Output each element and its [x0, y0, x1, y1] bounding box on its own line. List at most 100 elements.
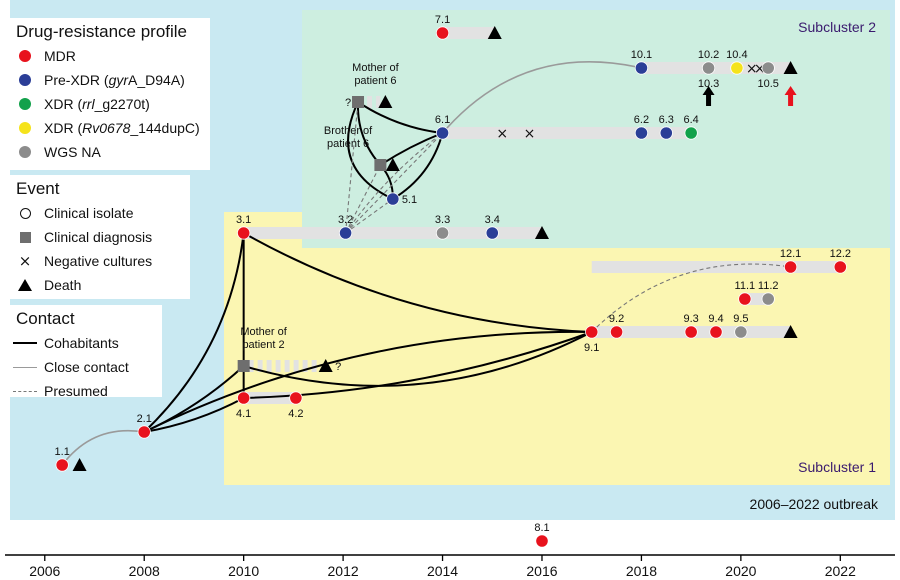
- legend-close-contact: Close contact: [10, 355, 162, 379]
- axis-tick-label: 2018: [626, 563, 657, 579]
- legend-event: Event Clinical isolate Clinical diagnosi…: [10, 175, 190, 299]
- negative-culture-marker: ×: [524, 126, 536, 142]
- death-marker: [783, 325, 798, 338]
- isolate-point: [783, 260, 798, 274]
- isolate-label: 3.2: [338, 214, 353, 226]
- legend-presumed-label: Presumed: [44, 383, 108, 399]
- legend-profile-title: Drug-resistance profile: [16, 22, 188, 41]
- isolate-point: [585, 325, 599, 339]
- death-marker: [783, 61, 798, 74]
- diagnosis-marker: [237, 360, 250, 372]
- legend-mdr-label: MDR: [44, 48, 76, 64]
- subcluster1-label: Subcluster 1: [798, 459, 876, 475]
- axis-tick-label: 2008: [129, 563, 160, 579]
- isolate-label: 12.2: [830, 248, 851, 260]
- legend-contact: Contact Cohabitants Close contact Presum…: [10, 305, 162, 399]
- isolate-label: 4.2: [288, 408, 303, 420]
- isolate-label: 3.1: [236, 214, 251, 226]
- isolate-point: [659, 126, 673, 140]
- timeline-bars: [243, 27, 841, 404]
- legend-xdr-rv-label: XDR (Rv0678_144dupC): [44, 120, 200, 136]
- presumed-contact-line: [345, 132, 443, 234]
- isolate-label: 6.4: [683, 114, 698, 126]
- negative-culture-marker: ×: [754, 61, 766, 77]
- isolate-label: 6.1: [435, 114, 450, 126]
- legend-negative-cultures: × Negative cultures: [10, 249, 190, 273]
- legend-event-title: Event: [16, 179, 60, 198]
- isolate-label: 5.1: [402, 194, 417, 206]
- dashed-gray-line-icon: [13, 390, 37, 392]
- timeline-bar: [442, 127, 692, 139]
- presumed-contact-line: [345, 198, 394, 234]
- isolate-point: [684, 126, 698, 140]
- presumed-contact-line: [345, 132, 443, 234]
- legend-xdr-rrl-label: XDR (rrl_g2270t): [44, 96, 150, 112]
- legend-death: Death: [10, 273, 190, 297]
- legend-xdr-rv: XDR (Rv0678_144dupC): [10, 116, 210, 140]
- cohab-contact-line: [143, 232, 245, 433]
- isolate-label: 11.1: [735, 280, 756, 292]
- negative-culture-marker: ×: [746, 61, 758, 77]
- cohab-contact-line: [144, 397, 245, 433]
- outbreak-label: 2006–2022 outbreak: [750, 496, 879, 512]
- death-marker: [378, 95, 393, 108]
- death-marker: [72, 458, 87, 471]
- isolate-label: 9.2: [609, 313, 624, 325]
- circle-outline-icon: [19, 207, 31, 219]
- cohab-contact-line: [357, 101, 443, 134]
- unknown-marker: ?: [345, 97, 351, 109]
- isolate-label: 10.3: [698, 78, 719, 90]
- axis-tick-label: 2016: [526, 563, 557, 579]
- isolate-label: 3.3: [435, 214, 450, 226]
- legend-wgs-na-label: WGS NA: [44, 144, 101, 160]
- death-marker: [385, 158, 400, 171]
- patient-label-line2: patient 2: [242, 339, 284, 351]
- isolate-point: [535, 534, 549, 548]
- isolate-label: 1.1: [55, 446, 70, 458]
- isolate-point: [833, 260, 847, 274]
- cohab-contact-line: [347, 101, 394, 200]
- presumed-contact-line: [345, 164, 381, 234]
- death-marker: [487, 26, 502, 39]
- legend-cohabitants-label: Cohabitants: [44, 335, 119, 351]
- diagnosis-marker: [374, 159, 387, 171]
- timeline-bar: [243, 392, 296, 404]
- patient-label-line1: Mother of: [240, 326, 287, 338]
- up-arrow-icon: [784, 86, 797, 106]
- axis-tick-label: 2014: [427, 563, 458, 579]
- isolate-point: [289, 391, 303, 405]
- isolate-label: 10.5: [758, 78, 779, 90]
- legend-wgs-na: WGS NA: [10, 140, 210, 164]
- solid-gray-line-icon: [13, 366, 37, 368]
- isolate-point: [435, 226, 450, 240]
- isolate-label: 8.1: [534, 522, 549, 534]
- diagnosis-marker: [352, 96, 365, 108]
- isolate-label: 9.3: [683, 313, 698, 325]
- isolate-label: 2.1: [137, 413, 152, 425]
- isolate-point: [237, 226, 251, 240]
- death-marker: [534, 226, 549, 239]
- legend-presumed: Presumed: [10, 379, 162, 403]
- isolate-point: [634, 61, 649, 75]
- timeline-bar: [641, 62, 791, 74]
- isolate-point: [237, 391, 251, 405]
- wgs-na-dot-icon: [19, 146, 31, 158]
- isolate-label: 9.4: [708, 313, 723, 325]
- isolate-point: [709, 325, 723, 339]
- timeline-bar: [442, 27, 495, 39]
- isolate-label: 9.1: [584, 342, 599, 354]
- timeline-bar: [243, 227, 542, 239]
- event-markers: × ×××??: [55, 26, 847, 548]
- xdr-rrl-dot-icon: [19, 98, 31, 110]
- legend-clinical-isolate: Clinical isolate: [10, 201, 190, 225]
- isolate-point: [761, 292, 775, 306]
- time-axis: 2006 2008 2010 2012 2014 2016 2018 2020 2022: [29, 555, 856, 579]
- legend-prexdr: Pre-XDR (gyrA_D94A): [10, 68, 210, 92]
- axis-tick-label: 2020: [725, 563, 756, 579]
- close-contact-line: [61, 429, 145, 466]
- mdr-dot-icon: [19, 50, 31, 62]
- isolate-label: 12.1: [780, 248, 801, 260]
- patient-label-line1: Brother of: [324, 125, 373, 137]
- isolate-point: [55, 458, 69, 472]
